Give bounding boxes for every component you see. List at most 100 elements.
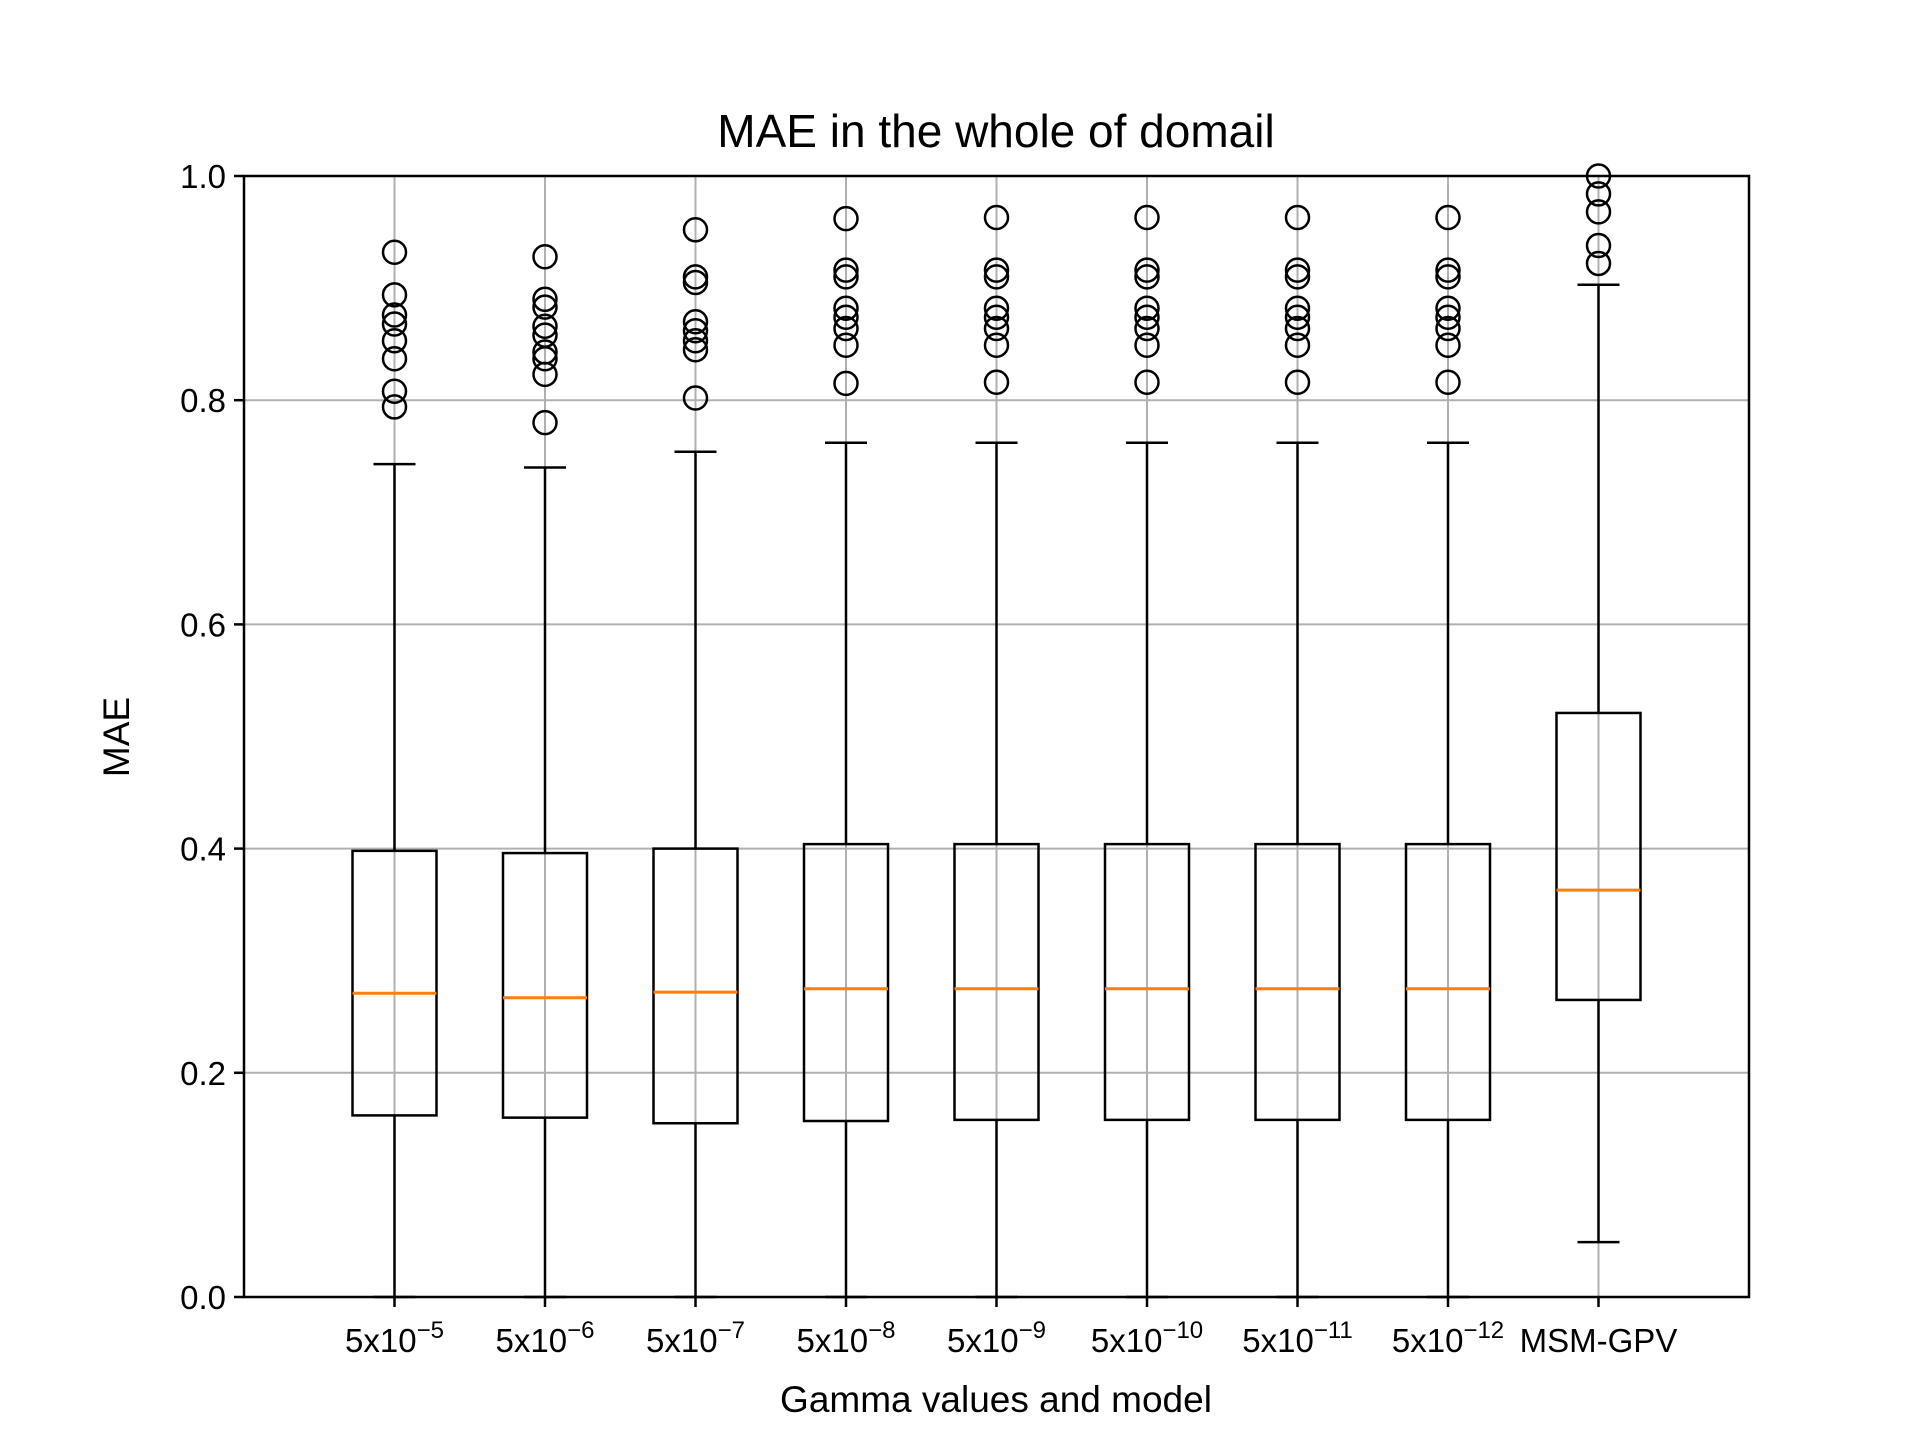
iqr-box bbox=[953, 842, 1040, 1122]
outlier-point bbox=[1284, 295, 1311, 322]
outlier-point bbox=[983, 369, 1010, 396]
chart-title: MAE in the whole of domail bbox=[717, 105, 1274, 157]
outlier-point bbox=[1585, 199, 1612, 225]
y-axis-ticks: 0.0 0.2 0.4 0.6 0.8 1.0 bbox=[180, 158, 244, 1316]
outlier-point bbox=[1134, 315, 1160, 342]
outlier-point bbox=[983, 295, 1010, 322]
outlier-point bbox=[833, 205, 859, 232]
x-tick-label-exponent: −7 bbox=[718, 1317, 745, 1344]
iqr-box bbox=[501, 851, 589, 1119]
outlier-point bbox=[1134, 204, 1160, 231]
outlier-point bbox=[1435, 315, 1461, 342]
outlier-point bbox=[833, 332, 859, 359]
iqr-box bbox=[351, 849, 438, 1117]
outlier-point bbox=[1435, 257, 1461, 283]
outlier-point bbox=[682, 328, 709, 354]
outlier-point bbox=[1284, 257, 1311, 283]
outlier-point bbox=[983, 204, 1010, 231]
outlier-point bbox=[381, 282, 408, 308]
outlier-point bbox=[682, 264, 709, 290]
outlier-point bbox=[1585, 250, 1612, 277]
box-group bbox=[1555, 163, 1642, 1244]
x-tick-label-exponent: −6 bbox=[567, 1317, 594, 1344]
outlier-point bbox=[532, 339, 558, 365]
outlier-point bbox=[682, 385, 709, 411]
y-axis-label: MAE bbox=[96, 697, 137, 777]
outlier-point bbox=[682, 217, 709, 243]
outlier-point bbox=[381, 378, 408, 404]
outlier-point bbox=[1134, 369, 1160, 396]
outlier-point bbox=[682, 337, 709, 363]
x-tick-label-exponent: −12 bbox=[1463, 1317, 1504, 1344]
x-tick-label: 5x10−12 bbox=[1392, 1317, 1504, 1359]
outlier-point bbox=[1284, 304, 1311, 330]
x-tick-label: 5x10−5 bbox=[345, 1317, 444, 1359]
x-tick-label-base: 5x10 bbox=[496, 1322, 568, 1359]
outlier-point bbox=[983, 264, 1010, 290]
outlier-point bbox=[833, 257, 859, 283]
outlier-point bbox=[1284, 315, 1311, 342]
outlier-point bbox=[381, 239, 408, 265]
outlier-point bbox=[682, 308, 709, 335]
outlier-point bbox=[1435, 295, 1461, 322]
x-axis-ticks: 5x10−5 5x10−6 5x10−7 5x10−8 5x10−9 5x10−10 5x1… bbox=[345, 1297, 1677, 1359]
outlier-point bbox=[833, 370, 859, 397]
x-axis-label: Gamma values and model bbox=[780, 1379, 1212, 1420]
x-tick-label-base: 5x10 bbox=[797, 1322, 869, 1359]
outlier-point bbox=[682, 317, 709, 344]
iqr-box bbox=[1404, 842, 1492, 1122]
iqr-box bbox=[1254, 842, 1341, 1122]
outlier-point bbox=[1585, 181, 1612, 207]
y-tick-label: 0.0 bbox=[180, 1279, 226, 1316]
x-tick-label-base: 5x10 bbox=[345, 1322, 417, 1359]
y-tick-label: 0.6 bbox=[180, 606, 226, 643]
x-tick-label-exponent: −10 bbox=[1162, 1317, 1203, 1344]
x-tick-label-exponent: −8 bbox=[868, 1317, 895, 1344]
outlier-point bbox=[1284, 369, 1311, 396]
x-tick-label-exponent: −11 bbox=[1314, 1317, 1353, 1344]
outlier-point bbox=[833, 304, 859, 330]
outlier-point bbox=[1284, 264, 1311, 290]
outlier-point bbox=[983, 304, 1010, 330]
x-tick-label: MSM-GPV bbox=[1520, 1322, 1678, 1359]
outlier-point bbox=[381, 302, 408, 328]
x-tick-label-base: 5x10 bbox=[1091, 1322, 1163, 1359]
outlier-point bbox=[833, 315, 859, 342]
outlier-point bbox=[381, 345, 408, 372]
outlier-point bbox=[532, 322, 558, 348]
x-tick-label: 5x10−6 bbox=[496, 1317, 595, 1359]
x-tick-label-base: MSM-GPV bbox=[1520, 1322, 1678, 1359]
y-tick-label: 0.8 bbox=[180, 382, 226, 419]
outlier-point bbox=[833, 295, 859, 322]
x-tick-label-base: 5x10 bbox=[1392, 1322, 1464, 1359]
outlier-point bbox=[381, 394, 408, 420]
iqr-box bbox=[1103, 842, 1191, 1122]
outlier-point bbox=[1134, 257, 1160, 283]
box-group bbox=[652, 217, 739, 1299]
outlier-point bbox=[983, 315, 1010, 342]
outlier-point bbox=[1435, 204, 1461, 231]
outlier-point bbox=[1284, 204, 1311, 231]
x-tick-label: 5x10−9 bbox=[947, 1317, 1046, 1359]
outlier-point bbox=[1435, 369, 1461, 396]
x-tick-label-exponent: −5 bbox=[417, 1317, 444, 1344]
outlier-point bbox=[532, 409, 558, 436]
y-tick-label: 0.4 bbox=[180, 831, 226, 868]
outlier-point bbox=[1284, 332, 1311, 359]
outlier-point bbox=[682, 269, 709, 296]
outlier-point bbox=[1585, 232, 1612, 259]
x-tick-label-base: 5x10 bbox=[646, 1322, 718, 1359]
outlier-point bbox=[983, 257, 1010, 283]
x-tick-label-exponent: −9 bbox=[1019, 1317, 1046, 1344]
outlier-point bbox=[532, 243, 558, 270]
outlier-point bbox=[1134, 264, 1160, 290]
outlier-point bbox=[1435, 304, 1461, 330]
x-tick-label: 5x10−8 bbox=[797, 1317, 896, 1359]
outlier-point bbox=[532, 294, 558, 320]
outlier-point bbox=[532, 286, 558, 313]
x-tick-label: 5x10−7 bbox=[646, 1317, 745, 1359]
box-group bbox=[501, 243, 589, 1299]
outlier-point bbox=[1134, 295, 1160, 322]
